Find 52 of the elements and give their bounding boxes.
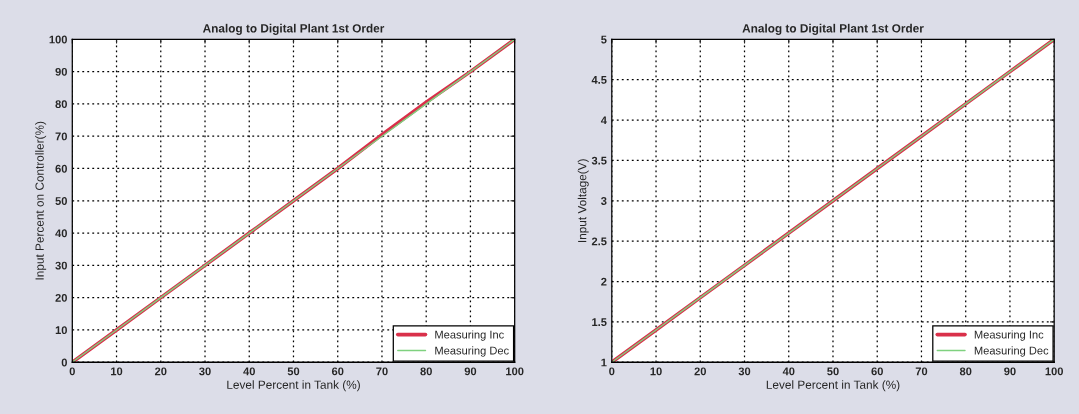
- x-axis-title: Level Percent in Tank (%): [227, 380, 360, 392]
- y-tick-label: 100: [49, 35, 67, 44]
- y-axis-title: Input Voltage(V): [577, 159, 589, 243]
- x-tick-label: 40: [243, 367, 255, 376]
- legend-label: Measuring Dec: [974, 346, 1049, 357]
- y-tick-label: 2: [601, 277, 607, 286]
- legend-label: Measuring Inc: [435, 330, 504, 341]
- x-tick-label: 90: [464, 367, 477, 376]
- y-tick-label: 80: [55, 100, 67, 109]
- x-tick-label: 0: [69, 367, 75, 376]
- y-tick-label: 20: [55, 293, 67, 302]
- y-tick-label: 4: [600, 116, 607, 125]
- x-tick-label: 60: [331, 367, 344, 376]
- x-tick-label: 70: [915, 367, 928, 376]
- y-tick-label: 10: [55, 326, 67, 335]
- x-tick-label: 30: [199, 367, 211, 376]
- x-tick-label: 20: [154, 367, 167, 376]
- x-tick-label: 30: [738, 367, 751, 376]
- y-tick-label: 1.5: [592, 318, 607, 327]
- chart-title: Analog to Digital Plant 1st Order: [742, 23, 924, 35]
- x-tick-label: 90: [1004, 367, 1016, 376]
- x-tick-label: 10: [111, 367, 123, 376]
- x-tick-label: 20: [694, 367, 706, 376]
- x-tick-label: 40: [782, 367, 795, 376]
- x-tick-label: 50: [287, 367, 300, 376]
- x-tick-label: 10: [650, 367, 662, 376]
- y-tick-label: 30: [55, 261, 67, 270]
- y-tick-label: 2.5: [591, 237, 607, 246]
- x-axis-title: Level Percent in Tank (%): [766, 380, 900, 392]
- legend-label: Measuring Dec: [435, 346, 509, 357]
- y-tick-label: 90: [55, 67, 67, 76]
- x-tick-label: 50: [827, 367, 839, 376]
- y-tick-label: 40: [55, 229, 67, 238]
- x-tick-label: 80: [420, 367, 432, 376]
- x-tick-label: 60: [871, 367, 883, 376]
- y-tick-label: 3: [601, 197, 607, 205]
- x-tick-label: 70: [376, 367, 388, 376]
- y-tick-label: 5: [601, 35, 607, 44]
- y-tick-label: 70: [55, 132, 67, 141]
- legend-label: Measuring Inc: [974, 330, 1044, 341]
- x-tick-label: 100: [1045, 367, 1063, 376]
- y-axis-title: Input Percent on Controller(%): [35, 121, 47, 280]
- y-tick-label: 50: [55, 197, 67, 205]
- y-tick-label: 60: [55, 164, 67, 173]
- y-tick-label: 1: [601, 358, 607, 367]
- y-tick-label: 0: [61, 358, 67, 367]
- y-tick-label: 3.5: [591, 156, 607, 165]
- y-tick-label: 4.5: [591, 76, 607, 84]
- x-tick-label: 0: [609, 367, 615, 376]
- x-tick-label: 80: [959, 367, 972, 376]
- chart-title: Analog to Digital Plant 1st Order: [202, 23, 385, 35]
- x-tick-label: 100: [506, 367, 524, 376]
